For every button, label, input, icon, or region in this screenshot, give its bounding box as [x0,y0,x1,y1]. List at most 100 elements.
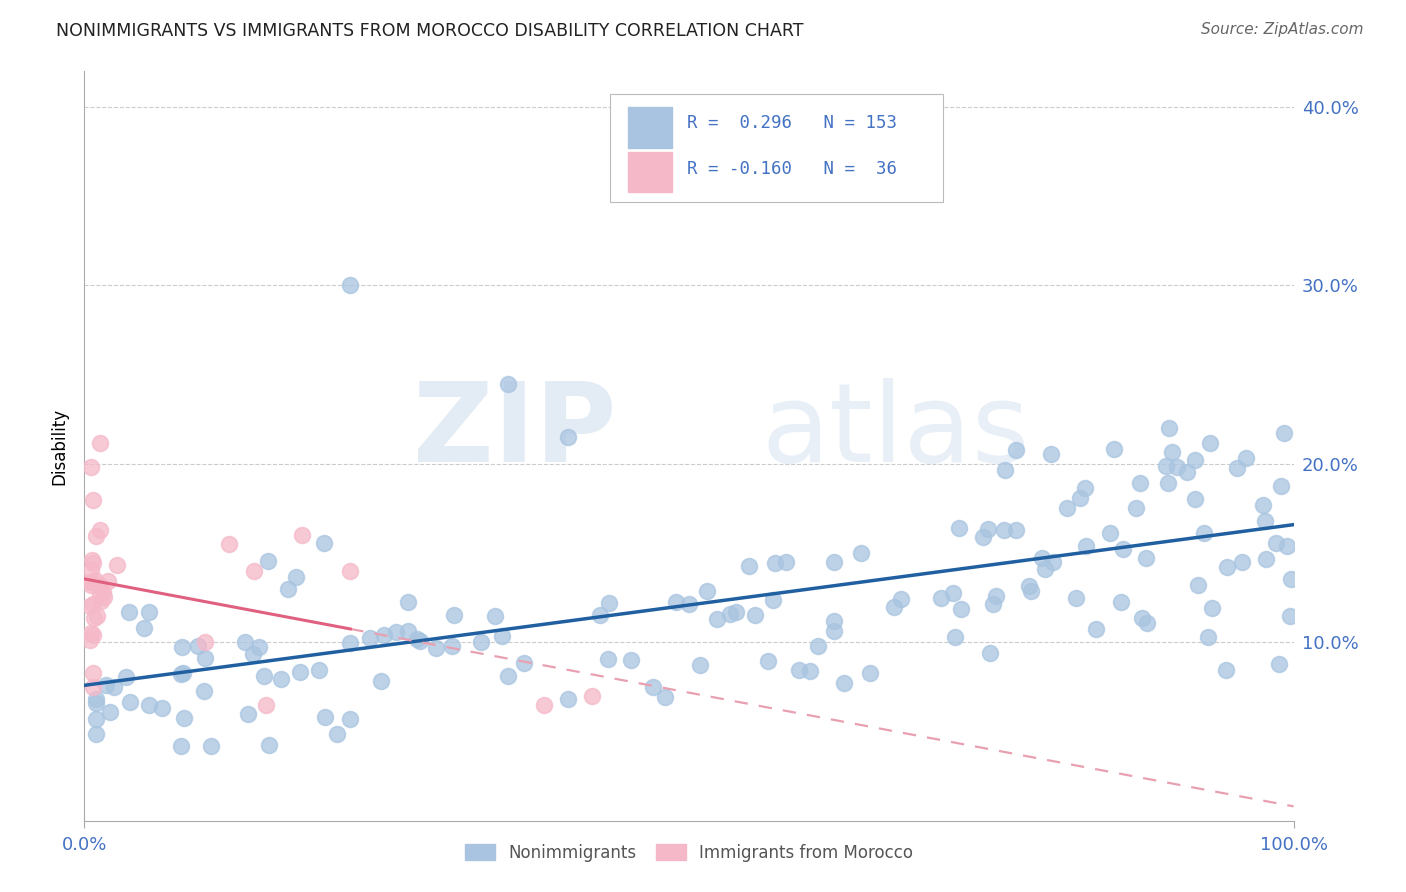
Point [762,593,785,607]
Point [834,676,856,690]
Point [725,605,748,619]
Point [984,589,1007,603]
Point [1039,447,1062,461]
Point [170,667,193,681]
Point [80,625,103,640]
Point [254,698,277,712]
Point [823,615,845,629]
Point [972,530,994,544]
Point [385,625,408,640]
Point [339,564,361,578]
Point [200,739,222,753]
Point [588,608,610,623]
Point [557,692,579,706]
Point [1069,491,1091,506]
FancyBboxPatch shape [610,94,943,202]
Point [173,711,195,725]
Point [242,564,264,578]
Point [1254,514,1277,528]
Point [134,621,156,635]
Point [1160,445,1182,459]
Point [678,597,700,611]
Point [170,640,193,654]
Point [118,605,141,619]
Point [513,656,536,670]
Point [1031,550,1053,565]
Point [799,664,821,678]
Point [138,698,160,713]
Point [1154,458,1177,473]
Point [1175,465,1198,479]
Point [1064,591,1087,605]
Point [373,628,395,642]
Point [1102,442,1125,456]
Point [823,555,845,569]
Point [1157,421,1180,435]
Point [82,681,104,695]
Point [405,632,427,646]
Point [756,654,779,668]
Point [706,612,728,626]
Point [370,674,392,689]
Point [491,629,513,643]
Point [242,647,264,661]
Point [496,376,519,391]
Point [1251,498,1274,512]
Point [1157,476,1180,491]
Point [994,462,1017,476]
Point [929,591,952,605]
Point [83,611,105,625]
Point [1085,622,1108,636]
Point [79,633,101,648]
Point [84,573,107,587]
Point [1166,460,1188,475]
Point [581,689,603,703]
Point [470,635,492,649]
Point [396,624,419,638]
Point [89,523,111,537]
Point [943,630,966,644]
Point [105,558,128,573]
Point [80,577,103,591]
Point [277,582,299,597]
Point [1074,481,1097,495]
Point [1215,664,1237,678]
Point [339,712,361,726]
Point [775,555,797,569]
Point [1129,476,1152,491]
Point [1192,525,1215,540]
Point [744,607,766,622]
Point [533,698,555,712]
Point [256,554,278,568]
Point [1199,436,1222,450]
Point [90,593,112,607]
Point [1216,560,1239,574]
Point [408,633,430,648]
Point [82,492,104,507]
Point [172,665,194,680]
Point [1005,442,1028,457]
Y-axis label: Disability: Disability [51,408,69,484]
Point [339,278,361,293]
Point [138,605,160,619]
Point [641,680,664,694]
Point [763,557,786,571]
Point [79,574,101,589]
Point [441,639,464,653]
Point [118,695,141,709]
Point [96,678,118,692]
Point [79,460,101,475]
Point [1184,453,1206,467]
Point [496,669,519,683]
Point [859,666,882,681]
Point [93,590,115,604]
Point [1136,615,1159,630]
Point [665,594,688,608]
Point [557,430,579,444]
Point [82,665,104,680]
Point [291,528,314,542]
Point [1076,539,1098,553]
Point [80,553,103,567]
Point [977,522,1000,536]
Text: Source: ZipAtlas.com: Source: ZipAtlas.com [1201,22,1364,37]
